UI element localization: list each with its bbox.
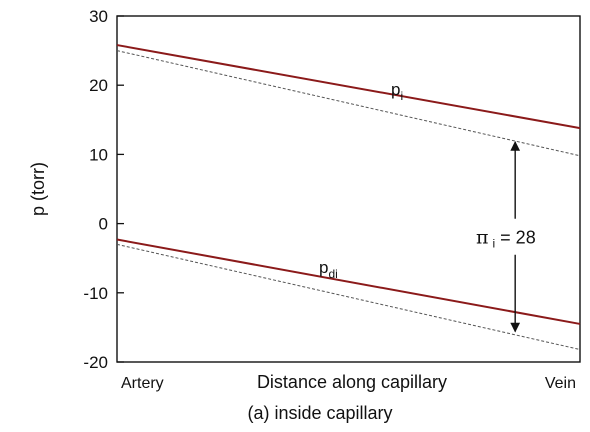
- series-label-pi-subscript: i: [400, 89, 403, 103]
- dashed-line-1: [116, 50, 581, 157]
- dashed-line-3: [116, 243, 581, 351]
- series-label-pi-main: p: [391, 80, 400, 99]
- y-tick-label: -10: [83, 284, 108, 303]
- y-axis-title: p (torr): [28, 162, 48, 216]
- annotation-symbol: π: [476, 227, 489, 249]
- series-label-pdi: pdi: [319, 258, 338, 281]
- plot-frame: [116, 15, 581, 363]
- x-start-label: Artery: [121, 375, 164, 392]
- series-label-pdi-subscript: di: [328, 267, 337, 281]
- y-tick-label: 0: [99, 215, 108, 234]
- y-tick-label: 10: [89, 145, 108, 164]
- series-label-pi: pi: [391, 80, 403, 103]
- series-line-2: [116, 238, 581, 325]
- x-axis-title: Distance along capillary: [257, 372, 447, 392]
- y-tick-label: -20: [83, 353, 108, 372]
- series-line-0: [116, 44, 581, 130]
- annotation-subscript: i: [493, 237, 496, 251]
- x-end-label: Vein: [545, 375, 576, 392]
- y-axis-ticks: -20 -10 0 10 20 30: [83, 7, 124, 372]
- y-tick-label: 30: [89, 7, 108, 26]
- annotation-value: = 28: [495, 228, 536, 248]
- y-tick-label: 20: [89, 76, 108, 95]
- series-label-pdi-main: p: [319, 258, 328, 277]
- figure-caption: (a) inside capillary: [247, 403, 392, 423]
